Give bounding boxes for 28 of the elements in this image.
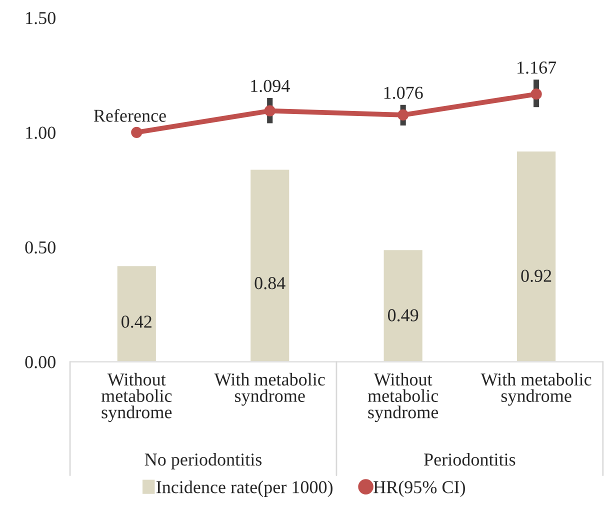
data-label: 0.84 <box>254 277 286 290</box>
x-tick-label: Without metabolic syndrome <box>101 372 172 422</box>
legend-label: Incidence rate(per 1000) <box>156 480 332 497</box>
bar <box>516 150 557 362</box>
point <box>398 109 409 121</box>
point <box>264 105 276 116</box>
data-label: Reference <box>94 108 166 122</box>
data-label: 0.49 <box>388 309 418 322</box>
point <box>131 126 142 138</box>
y-tick-label: 1.00 <box>26 126 56 139</box>
x-tick-label: With metabolic syndrome <box>214 372 325 406</box>
data-label: 1.167 <box>518 62 556 74</box>
data-label: 1.076 <box>384 86 423 99</box>
y-tick-label: 0.50 <box>25 241 56 254</box>
y-tick-label: 0.00 <box>25 356 56 368</box>
legend-label: HR(95% CI) <box>374 480 465 497</box>
text: No periodontitis <box>144 452 262 470</box>
bar <box>116 264 158 362</box>
data-label: 0.92 <box>521 270 552 282</box>
data-label: 1.094 <box>251 80 290 92</box>
x-tick-label: With metabolic syndrome <box>480 372 592 406</box>
data-label: 0.42 <box>122 316 152 328</box>
point <box>530 88 542 100</box>
bar <box>382 248 424 362</box>
y-tick-label: 1.50 <box>26 12 56 24</box>
x-tick-label: Without metabolic syndrome <box>368 372 438 422</box>
bar <box>249 168 291 362</box>
text: Periodontitis <box>424 452 516 466</box>
